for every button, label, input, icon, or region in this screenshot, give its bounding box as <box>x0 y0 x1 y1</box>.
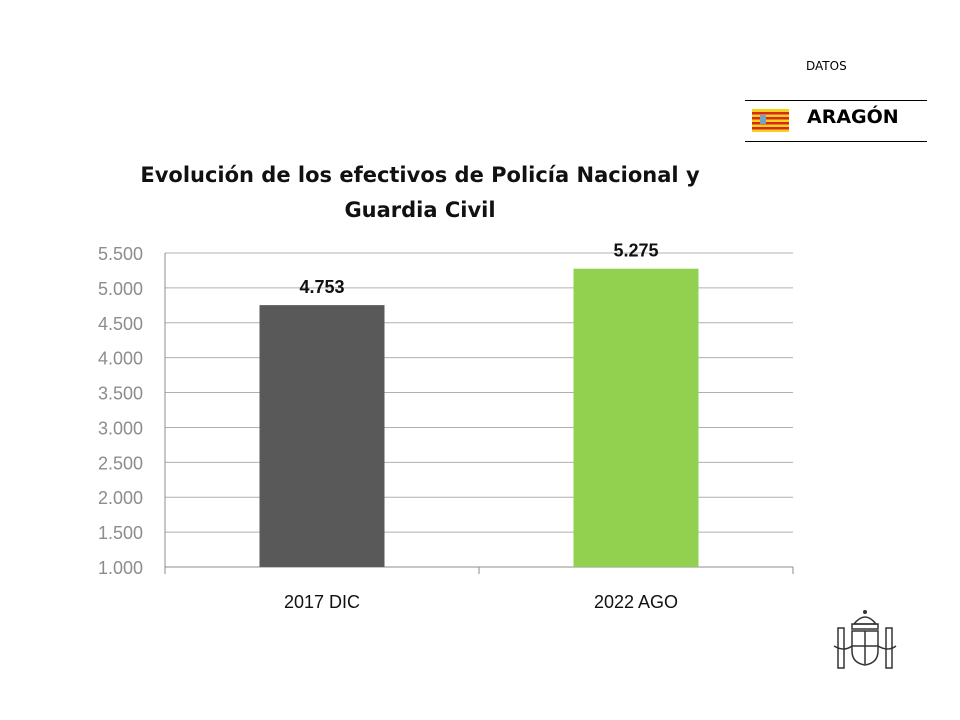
chart-title-line-1: Evolución de los efectivos de Policía Na… <box>140 163 700 187</box>
y-tick-label: 5.500 <box>98 244 143 264</box>
data-label: 5.275 <box>613 241 658 261</box>
chart-title: Evolución de los efectivos de Policía Na… <box>80 158 760 228</box>
chart-title-line-2: Guardia Civil <box>344 198 496 222</box>
datos-label: DATOS <box>806 59 847 73</box>
region-name: ARAGÓN <box>807 106 899 128</box>
y-tick-label: 4.000 <box>98 349 143 369</box>
divider-top <box>745 100 927 101</box>
y-tick-label: 2.500 <box>98 453 143 473</box>
coat-of-arms-icon <box>833 610 897 669</box>
y-tick-label: 4.500 <box>98 314 143 334</box>
y-tick-label: 3.000 <box>98 418 143 438</box>
y-tick-label: 5.000 <box>98 279 143 299</box>
divider-bottom <box>745 141 927 142</box>
y-tick-label: 2.000 <box>98 488 143 508</box>
bar <box>573 268 699 567</box>
y-tick-label: 1.500 <box>98 523 143 543</box>
x-tick-label: 2022 AGO <box>594 592 678 612</box>
aragon-flag-icon <box>752 109 789 132</box>
y-tick-label: 3.500 <box>98 384 143 404</box>
y-tick-label: 1.000 <box>98 558 143 578</box>
data-label: 4.753 <box>299 277 344 297</box>
bar <box>259 305 385 567</box>
x-tick-label: 2017 DIC <box>284 592 360 612</box>
